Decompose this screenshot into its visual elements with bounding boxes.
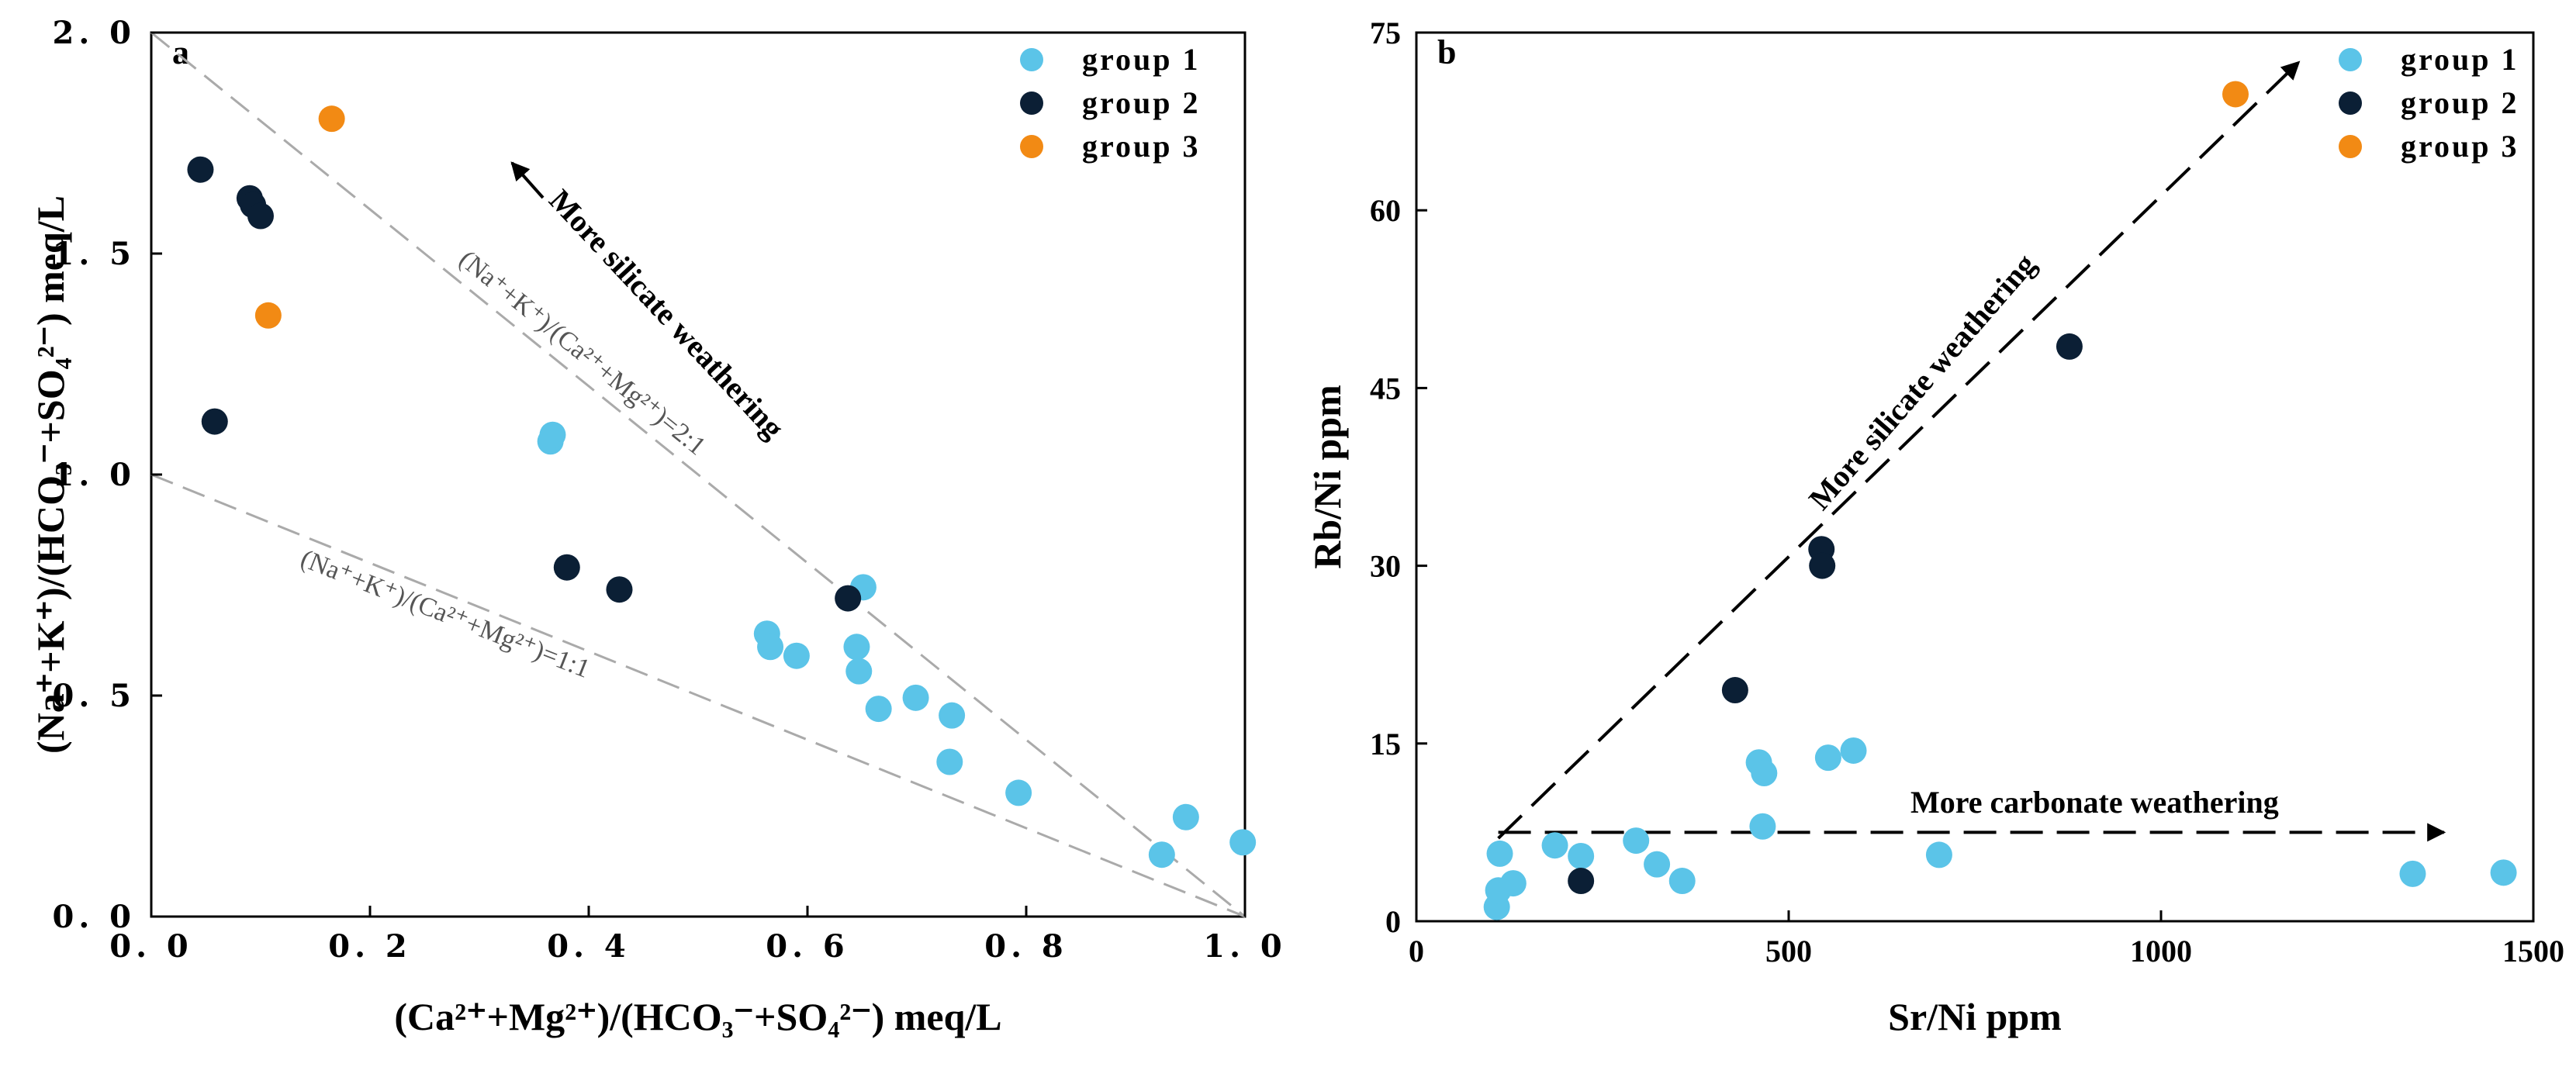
legend-label-group-2: group 2 xyxy=(2401,85,2519,120)
data-point-group-1 xyxy=(865,696,892,723)
data-point-group-1 xyxy=(1925,841,1952,868)
data-point-group-1 xyxy=(539,421,566,448)
x-tick-label: 0. 2 xyxy=(328,928,412,965)
silicate-arrow xyxy=(1497,60,2301,840)
y-tick-label: 1. 0 xyxy=(52,457,136,493)
legend-marker-group-2 xyxy=(1020,92,1043,115)
panel-a-silicate-arrow xyxy=(510,161,545,199)
data-point-group-2 xyxy=(553,554,580,581)
x-tick-label: 0. 4 xyxy=(547,928,631,965)
panel-b-silicate-annotation: More silicate weathering xyxy=(1802,247,2042,516)
data-point-group-1 xyxy=(1668,868,1696,895)
data-point-group-1 xyxy=(936,748,963,775)
x-tick-label: 1000 xyxy=(2130,934,2192,969)
data-point-group-1 xyxy=(2490,859,2517,886)
y-tick-label: 1. 5 xyxy=(52,236,136,272)
data-point-group-1 xyxy=(1644,851,1671,878)
data-point-group-2 xyxy=(835,585,862,612)
panel-b-y-axis-label: Rb/Ni ppm xyxy=(1305,385,1349,569)
panel-b-x-axis-label: Sr/Ni ppm xyxy=(1888,995,2062,1038)
panel-b-points xyxy=(1483,81,2517,920)
data-point-group-3 xyxy=(2222,81,2249,108)
legend-label-group-2: group 2 xyxy=(1082,85,1201,120)
data-point-group-2 xyxy=(2056,333,2083,360)
data-point-group-1 xyxy=(757,634,784,661)
y-tick-label: 0 xyxy=(1385,904,1401,939)
x-tick-label: 1. 0 xyxy=(1203,928,1287,965)
y-tick-label: 0. 5 xyxy=(52,678,136,714)
data-point-group-3 xyxy=(254,302,282,329)
x-tick-label: 0. 8 xyxy=(984,928,1068,965)
panel-a-legend: group 1 group 2 group 3 xyxy=(1020,42,1201,164)
panel-a-ticks: 0. 0 0. 2 0. 4 0. 6 0. 8 1. 0 0. 0 0. 5 1. 0 1. 5… xyxy=(52,15,1287,965)
data-point-group-1 xyxy=(1486,840,1513,867)
data-point-group-1 xyxy=(939,702,966,729)
panel-a: a (Na⁺+K⁺)/(Ca²⁺+Mg²⁺)=2:1(Na⁺+K⁺)/(Ca²⁺… xyxy=(29,15,1287,1038)
data-point-group-1 xyxy=(1229,829,1257,856)
panel-b-ticks: 0 500 1000 1500 0 15 30 45 60 75 xyxy=(1370,16,2564,969)
y-tick-label: 30 xyxy=(1370,549,1401,584)
data-point-group-1 xyxy=(1541,832,1568,859)
x-tick-label: 0. 0 xyxy=(109,928,193,965)
reference-line xyxy=(150,31,1246,918)
reference-line-label: (Na⁺+K⁺)/(Ca²⁺+Mg²⁺)=1:1 xyxy=(296,544,593,684)
legend-label-group-3: group 3 xyxy=(1082,129,1201,164)
legend-label-group-3: group 3 xyxy=(2401,129,2519,164)
data-point-group-1 xyxy=(1568,842,1595,869)
y-tick-label: 45 xyxy=(1370,371,1401,406)
y-tick-label: 60 xyxy=(1370,193,1401,228)
data-point-group-2 xyxy=(1568,868,1595,895)
data-point-group-1 xyxy=(845,658,873,685)
panel-a-reference-lines: (Na⁺+K⁺)/(Ca²⁺+Mg²⁺)=2:1 (Na⁺+K⁺)/(Ca²⁺+M… xyxy=(150,31,1246,918)
data-point-group-2 xyxy=(1721,677,1748,704)
reference-line-label: (Na⁺+K⁺)/(Ca²⁺+Mg²⁺)=2:1 xyxy=(454,245,711,461)
legend-label-group-1: group 1 xyxy=(2401,42,2519,77)
panel-b-label: b xyxy=(1437,33,1456,71)
data-point-group-1 xyxy=(1814,744,1841,772)
reference-line xyxy=(150,473,1246,918)
panel-a-label: a xyxy=(172,33,189,71)
panel-b: b 0 500 1000 1500 0 15 30 45 60 75 group 1 group 2… xyxy=(1305,16,2564,1038)
data-point-group-1 xyxy=(783,642,810,669)
data-point-group-2 xyxy=(1809,552,1836,579)
y-tick-label: 2. 0 xyxy=(52,15,136,51)
data-point-group-1 xyxy=(1749,813,1776,840)
panel-a-points xyxy=(187,105,1257,868)
data-point-group-1 xyxy=(1172,803,1199,830)
data-point-group-1 xyxy=(2399,860,2426,887)
data-point-group-1 xyxy=(902,684,929,711)
data-point-group-2 xyxy=(247,202,274,230)
data-point-group-1 xyxy=(1148,841,1175,868)
data-point-group-2 xyxy=(201,408,228,435)
data-point-group-1 xyxy=(1005,779,1032,806)
y-tick-label: 75 xyxy=(1370,16,1401,50)
x-tick-label: 1500 xyxy=(2502,934,2564,969)
legend-marker-group-2 xyxy=(2339,92,2362,115)
panel-b-carbonate-annotation: More carbonate weathering xyxy=(1910,785,2279,820)
data-point-group-1 xyxy=(1751,760,1778,786)
panel-b-arrows xyxy=(1497,60,2446,842)
legend-label-group-1: group 1 xyxy=(1082,42,1201,77)
data-point-group-1 xyxy=(1623,827,1650,855)
data-point-group-1 xyxy=(1840,737,1867,764)
data-point-group-3 xyxy=(318,105,345,133)
data-point-group-1 xyxy=(843,634,870,661)
data-point-group-2 xyxy=(606,576,633,603)
data-point-group-2 xyxy=(187,156,214,183)
y-tick-label: 0. 0 xyxy=(52,899,136,935)
panel-b-legend: group 1 group 2 group 3 xyxy=(2339,42,2519,164)
legend-marker-group-3 xyxy=(1020,135,1043,158)
x-tick-label: 0 xyxy=(1409,934,1424,969)
panel-a-x-axis-label: (Ca²⁺+Mg²⁺)/(HCO₃⁻+SO₄²⁻) meq/L xyxy=(394,995,1001,1038)
panel-b-frame xyxy=(1415,31,2535,923)
x-tick-label: 500 xyxy=(1765,934,1812,969)
y-tick-label: 15 xyxy=(1370,727,1401,761)
panel-a-y-axis-label: (Na⁺+K⁺)/(HCO₃⁻+SO₄²⁻) meq/L xyxy=(29,195,72,754)
legend-marker-group-1 xyxy=(2339,48,2362,71)
x-tick-label: 0. 6 xyxy=(766,928,849,965)
legend-marker-group-3 xyxy=(2339,135,2362,158)
legend-marker-group-1 xyxy=(1020,48,1043,71)
data-point-group-1 xyxy=(1499,870,1527,897)
